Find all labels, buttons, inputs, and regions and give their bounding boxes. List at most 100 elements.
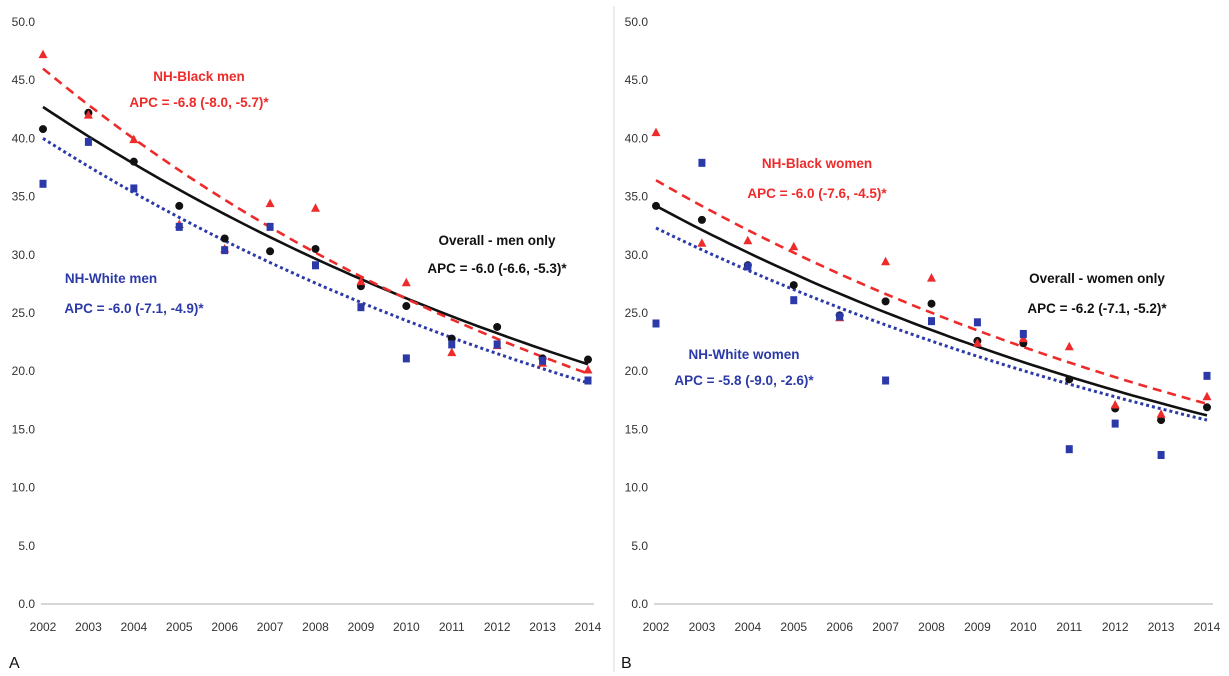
x-tick-label: 2004 [120,620,147,634]
x-tick-label: 2006 [826,620,853,634]
annotation-nh-white-title: NH-White women [689,347,800,362]
y-tick-label: 15.0 [625,422,649,436]
y-tick-label: 50.0 [625,15,649,29]
nh-white-point [39,179,47,188]
y-tick-label: 0.0 [631,597,648,611]
nh-white-point [584,376,592,385]
nh-white-point [928,317,935,326]
overall-point [220,234,229,243]
x-tick-label: 2012 [1102,620,1129,634]
overall-point [129,157,138,166]
annotation-nh-black-apc: APC = -6.8 (-8.0, -5.7)* [129,95,269,110]
annotation-nh-white-apc: APC = -5.8 (-9.0, -2.6)* [674,373,814,388]
overall-point [584,355,592,364]
x-tick-label: 2004 [734,620,761,634]
x-tick-label: 2003 [75,620,102,634]
x-tick-label: 2008 [918,620,945,634]
overall-point [311,244,320,253]
x-tick-label: 2006 [211,620,238,634]
x-tick-label: 2002 [30,620,57,634]
x-tick-label: 2012 [484,620,511,634]
overall-point [1157,416,1166,425]
x-tick-label: 2009 [348,620,375,634]
y-tick-label: 50.0 [12,15,36,29]
y-tick-label: 25.0 [12,306,36,320]
y-tick-label: 40.0 [12,131,36,145]
nh-white-point [266,222,274,231]
nh-black-point [356,276,366,286]
y-tick-label: 10.0 [625,481,649,495]
nh-black-point [1156,409,1166,418]
x-tick-label: 2010 [1010,620,1037,634]
overall-point [697,215,706,224]
overall-point [927,299,936,308]
annotation-overall-title: Overall - men only [438,233,556,248]
nh-white-point [744,262,752,271]
nh-white-point [1065,445,1073,454]
overall-point [652,201,660,210]
nh-black-point [1064,341,1074,351]
panel-b: 0.0 5.0 10.0 15.0 20.0 25.0 30.0 35.0 40.0 45.0 50… [621,15,1221,672]
overall-point [881,297,890,306]
nh-black-point [311,203,320,212]
annotation-overall-apc: APC = -6.0 (-6.6, -5.3)* [427,261,567,276]
nh-white-point [175,222,183,231]
nh-white-point [130,184,138,193]
annotation-nh-black-title: NH-Black women [762,156,872,171]
y-tick-label: 45.0 [625,73,649,87]
y-tick-label: 25.0 [625,306,649,320]
overall-point [402,302,411,311]
nh-black-trend-line [655,179,1208,406]
nh-black-point [651,127,661,137]
nh-white-point [1203,371,1211,380]
y-tick-label: 5.0 [631,539,648,553]
x-tick-label: 2014 [575,620,602,634]
nh-black-point [789,241,799,251]
panel-label: A [9,655,20,672]
nh-white-point [539,356,547,365]
overall-point [39,125,47,134]
y-tick-label: 5.0 [18,539,35,553]
nh-white-point [790,296,798,305]
annotation-nh-black-title: NH-Black men [153,69,245,84]
nh-white-point [221,246,229,255]
y-tick-label: 10.0 [12,481,36,495]
annotation-nh-black-apc: APC = -6.0 (-7.6, -4.5)* [747,186,887,201]
nh-black-point [129,134,139,144]
nh-white-point [357,303,365,312]
y-tick-label: 30.0 [625,248,649,262]
nh-white-trend-line [42,137,589,385]
annotation-overall-title: Overall - women only [1029,271,1165,286]
overall-point [175,201,184,210]
nh-white-point [493,340,501,349]
y-tick-label: 20.0 [625,364,649,378]
x-tick-label: 2003 [689,620,716,634]
nh-white-point [973,318,981,327]
overall-point [493,322,502,331]
nh-black-point [972,338,982,347]
x-tick-label: 2007 [257,620,284,634]
x-tick-label: 2009 [964,620,991,634]
y-tick-label: 35.0 [12,190,36,204]
overall-point [1203,403,1211,412]
nh-black-point [265,198,275,208]
x-tick-label: 2013 [529,620,556,634]
x-tick-label: 2005 [166,620,193,634]
x-tick-label: 2011 [439,620,465,634]
nh-white-point [448,340,456,349]
nh-white-point [1111,419,1119,428]
x-tick-label: 2011 [1056,620,1082,634]
nh-black-point [401,277,411,287]
nh-white-point [698,158,706,167]
x-tick-label: 2014 [1194,620,1221,634]
nh-white-point [1157,451,1165,460]
nh-black-point [83,110,93,119]
nh-white-point [84,137,92,146]
annotation-nh-white-apc: APC = -6.0 (-7.1, -4.9)* [64,301,204,316]
y-tick-label: 40.0 [625,131,649,145]
nh-white-point [882,376,890,385]
overall-trend-line [655,204,1208,417]
nh-black-point [583,365,593,374]
overall-point [266,247,275,256]
